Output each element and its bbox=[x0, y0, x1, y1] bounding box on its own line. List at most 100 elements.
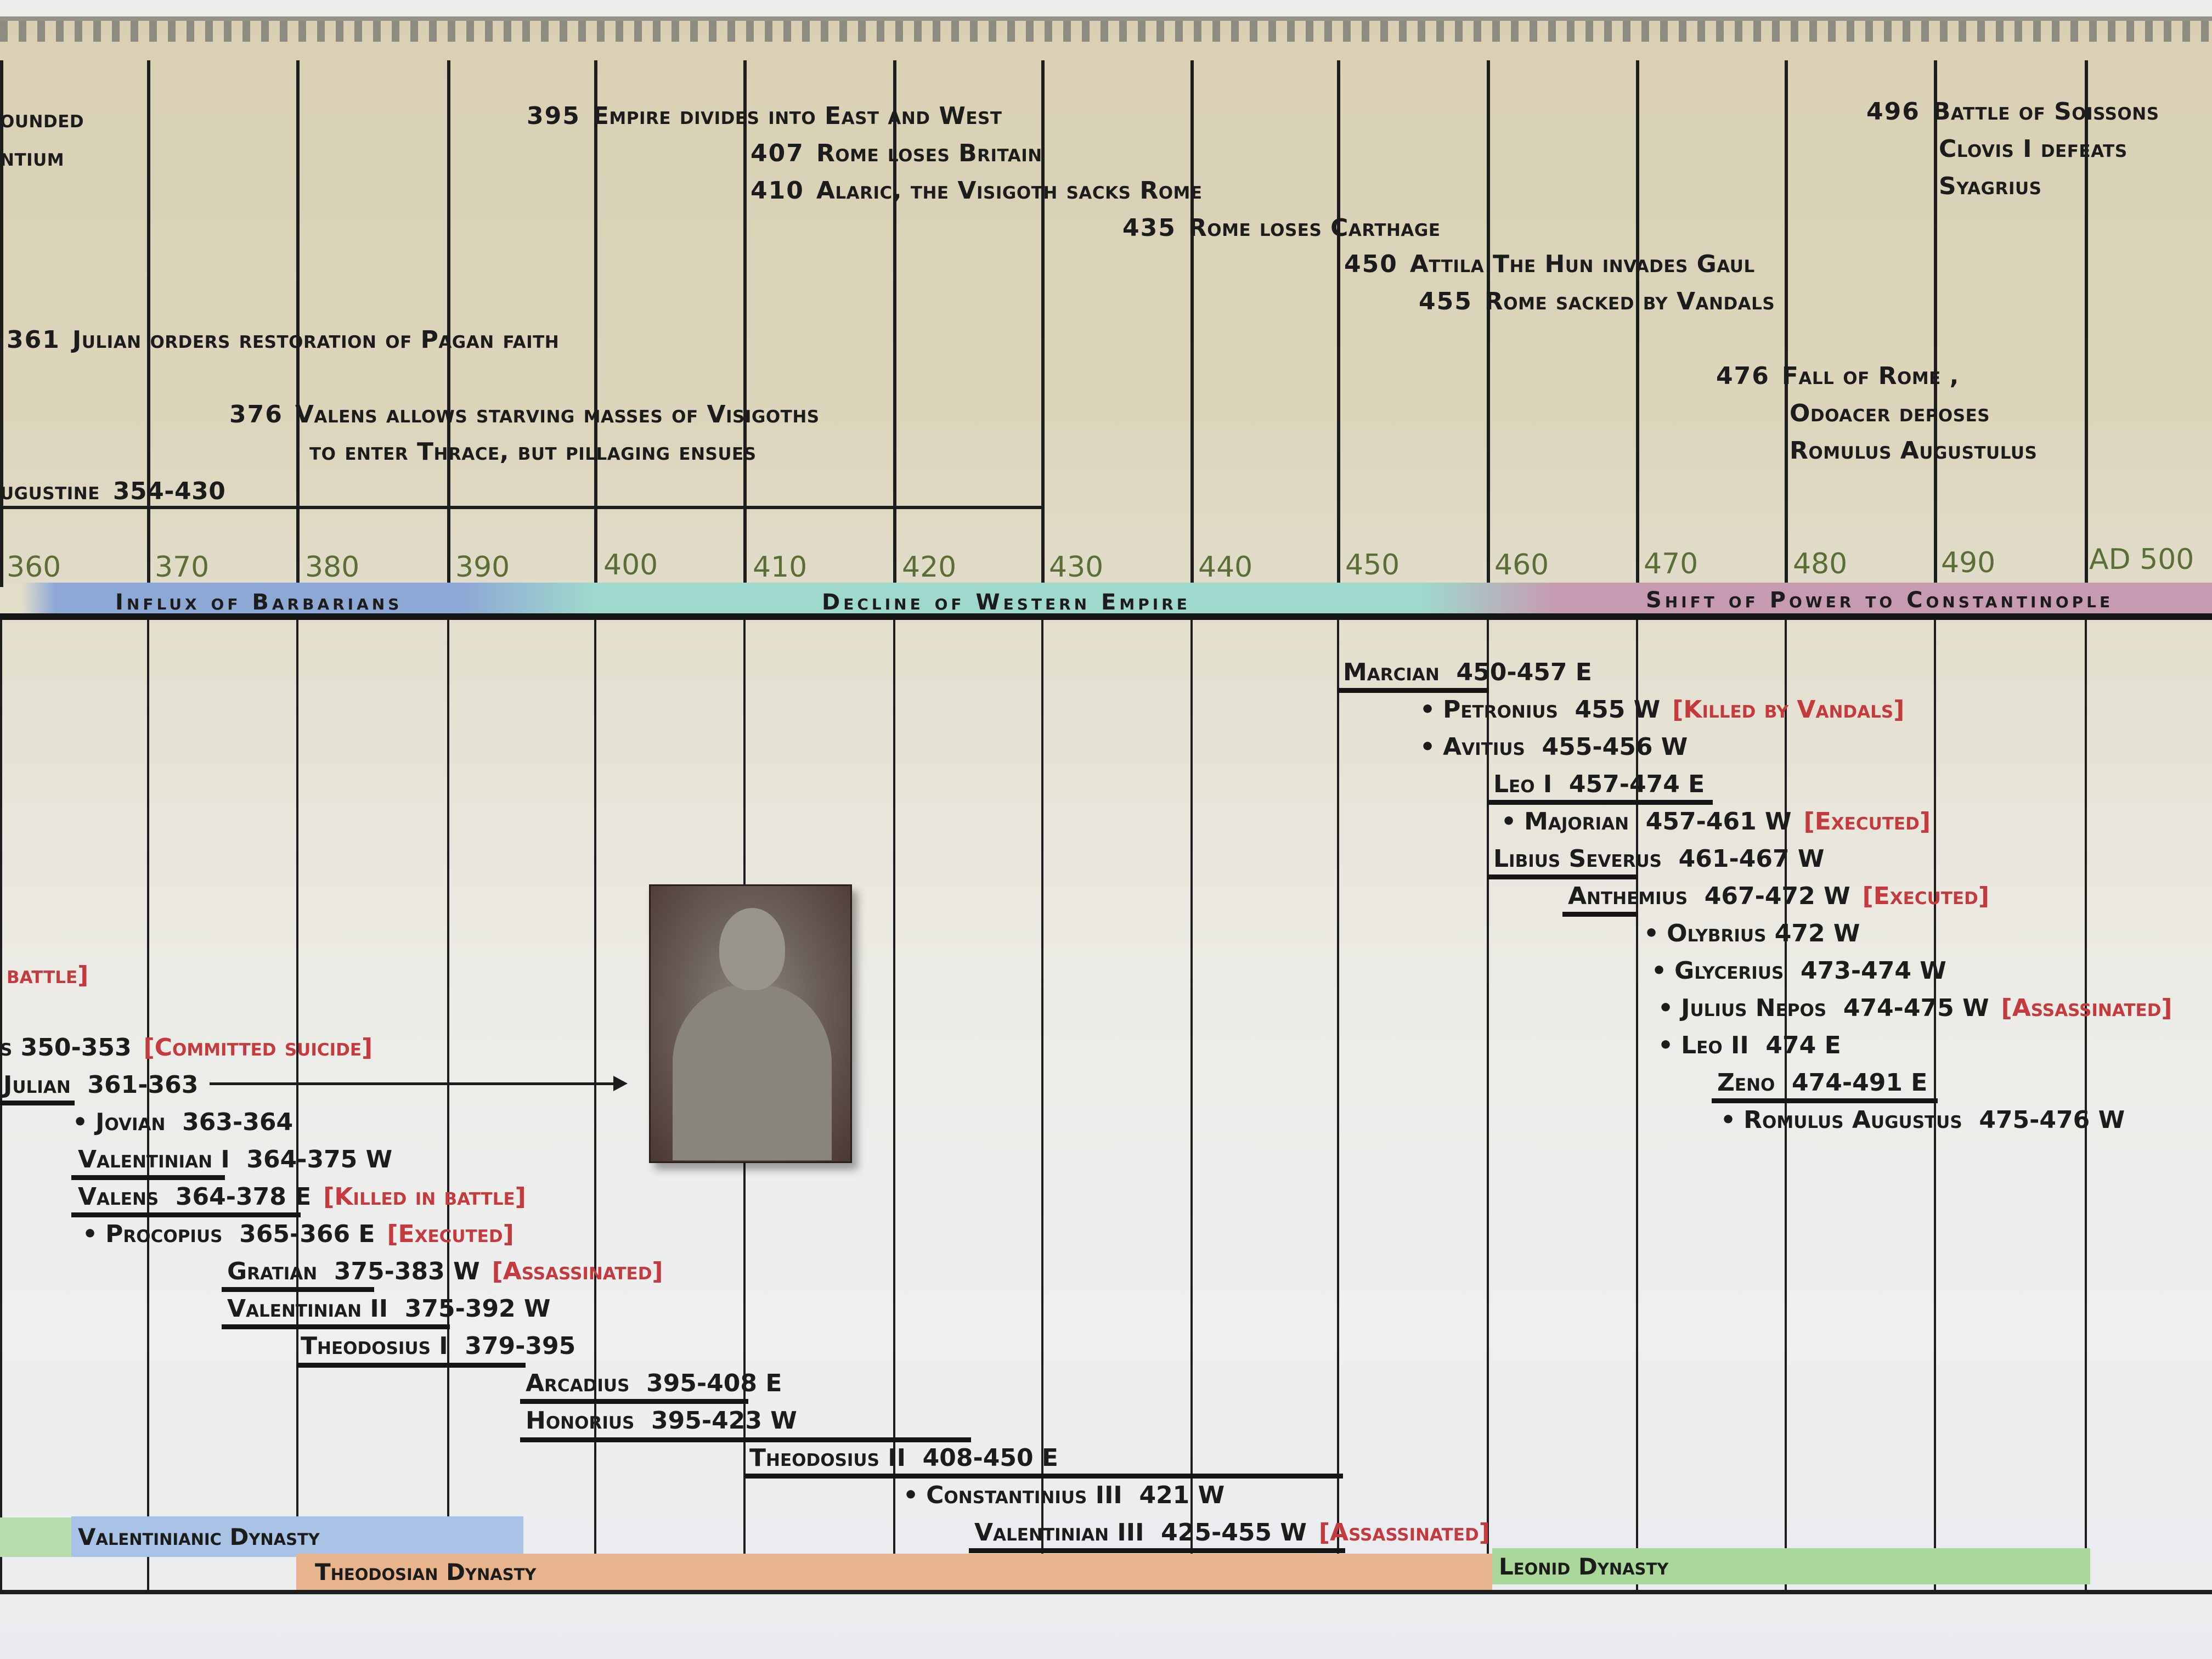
decade-label: 390 bbox=[455, 551, 510, 584]
emperor-jovian: • Jovian 363-364 bbox=[72, 1108, 294, 1136]
emperor-gratian: Gratian 375-383 W [Assassinated] bbox=[227, 1257, 663, 1285]
theodosius-i-underline bbox=[296, 1363, 526, 1368]
event-410: 410 Alaric, the Visigoth sacks Rome bbox=[751, 177, 1203, 205]
bust-head-shape bbox=[719, 908, 785, 990]
honorius-underline bbox=[520, 1437, 971, 1442]
decade-gridline bbox=[0, 620, 2, 1591]
event-455: 455 Rome sacked by Vandals bbox=[1419, 287, 1775, 315]
decade-gridline bbox=[743, 60, 747, 587]
binding-strip bbox=[0, 0, 2212, 16]
greek-key-border bbox=[0, 16, 2212, 42]
decade-gridline bbox=[893, 620, 895, 1591]
emperor-avitius: • Avitius 455-456 W bbox=[1420, 733, 1688, 761]
emperor-romulus-augustus: • Romulus Augustus 475-476 W bbox=[1720, 1106, 2125, 1134]
decade-label: 480 bbox=[1793, 548, 1848, 580]
decade-gridline bbox=[1337, 60, 1340, 587]
event-361: 361 Julian orders restoration of Pagan fa… bbox=[7, 326, 560, 354]
main-timeline-axis bbox=[0, 613, 2212, 620]
era-shift-of-power: Shift of Power to Constantinople bbox=[1646, 588, 2114, 613]
valens-underline bbox=[71, 1212, 301, 1217]
event-founded-fragment: ounded bbox=[0, 105, 84, 133]
decade-gridline bbox=[0, 60, 3, 587]
decade-gridline bbox=[296, 620, 298, 1591]
dynasty-leonid: Leonid Dynasty bbox=[1492, 1548, 2090, 1584]
emperor-procopius: • Procopius 365-366 E [Executed] bbox=[82, 1220, 514, 1248]
decade-label: 440 bbox=[1198, 551, 1253, 584]
decade-gridline bbox=[1041, 60, 1045, 587]
emperor-valentinian-iii: Valentinian III 425-455 W [Assassinated] bbox=[974, 1519, 1490, 1547]
theodosius-ii-underline bbox=[745, 1474, 1343, 1479]
event-435: 435 Rome loses Carthage bbox=[1122, 214, 1441, 242]
decade-gridline bbox=[594, 60, 597, 587]
emperor-majorian: • Majorian 457-461 W [Executed] bbox=[1501, 808, 1931, 836]
portrait-bust-image bbox=[649, 884, 852, 1163]
decade-gridline bbox=[1487, 620, 1489, 1591]
arrow-head-icon bbox=[613, 1076, 628, 1091]
event-496: 496 Battle of Soissons bbox=[1866, 98, 2159, 126]
emperor-theodosius-i: Theodosius I 379-395 bbox=[301, 1332, 576, 1360]
decade-gridline bbox=[147, 60, 150, 587]
decade-gridline bbox=[147, 620, 149, 1591]
emperor-leo-ii: • Leo II 474 E bbox=[1658, 1031, 1841, 1059]
emperor-glycerius: • Glycerius 473-474 W bbox=[1651, 957, 1946, 985]
decade-gridline bbox=[447, 60, 450, 587]
era-band bbox=[22, 583, 2212, 617]
decade-label: 470 bbox=[1644, 548, 1699, 580]
decade-gridline bbox=[1934, 60, 1937, 587]
emperor-fragment: battle] bbox=[7, 961, 89, 989]
bottom-axis-line bbox=[0, 1590, 2212, 1594]
decade-label: 450 bbox=[1345, 549, 1400, 582]
dynasty-theodosian: Theodosian Dynasty bbox=[296, 1554, 1492, 1590]
emperor-valens: Valens 364-378 E [Killed in battle] bbox=[78, 1183, 526, 1211]
julian-portrait-arrow bbox=[210, 1082, 616, 1085]
emperor-leo-i: Leo I 457-474 E bbox=[1493, 770, 1705, 798]
decade-label: 460 bbox=[1494, 549, 1549, 582]
emperor-honorius: Honorius 395-423 W bbox=[526, 1407, 797, 1435]
decade-gridline bbox=[296, 60, 300, 587]
decade-label: 380 bbox=[305, 551, 360, 584]
libius-severus-underline bbox=[1488, 874, 1637, 879]
emperor-julian: Julian 361-363 bbox=[3, 1071, 199, 1099]
emperor-anthemius: Anthemius 467-472 W [Executed] bbox=[1568, 882, 1989, 910]
emperor-constantinius-iii: • Constantinius III 421 W bbox=[903, 1481, 1225, 1509]
event-476-cont2: Romulus Augustulus bbox=[1790, 437, 2038, 465]
decade-gridline bbox=[1785, 620, 1787, 1591]
event-496-cont2: Syagrius bbox=[1939, 172, 2042, 200]
decade-gridline bbox=[2085, 620, 2087, 1591]
decade-label: 360 bbox=[7, 551, 61, 584]
decade-label: 490 bbox=[1941, 546, 1996, 579]
emperor-magnentius: s 350-353 [Committed suicide] bbox=[0, 1034, 373, 1062]
decade-gridline bbox=[447, 620, 449, 1591]
event-407: 407 Rome loses Britain bbox=[751, 139, 1042, 167]
decade-gridline bbox=[1636, 620, 1638, 1591]
emperor-petronius: • Petronius 455 W [Killed by Vandals] bbox=[1420, 696, 1905, 724]
emperor-libius-severus: Libius Severus 461-467 W bbox=[1493, 845, 1825, 873]
bust-body-shape bbox=[673, 985, 832, 1160]
decade-gridline bbox=[2085, 60, 2088, 587]
event-byzantium-fragment: ntium bbox=[0, 144, 65, 172]
valentinian-iii-underline bbox=[969, 1548, 1345, 1553]
decade-gridline bbox=[1041, 620, 1043, 1591]
decade-gridline bbox=[1785, 60, 1788, 587]
era-influx-of-barbarians: Influx of Barbarians bbox=[115, 590, 403, 615]
decade-gridline bbox=[1190, 60, 1194, 587]
event-376: 376 Valens allows starving masses of Visi… bbox=[229, 400, 820, 428]
decade-gridline bbox=[594, 620, 596, 1591]
dynasty-valentinianic: Valentinianic Dynasty bbox=[71, 1516, 523, 1557]
decade-gridline bbox=[1337, 620, 1339, 1591]
decade-gridline bbox=[1487, 60, 1490, 587]
decade-label: 420 bbox=[902, 551, 957, 584]
zeno-underline bbox=[1712, 1098, 1938, 1103]
dynasty-constantinian-fragment bbox=[0, 1517, 71, 1557]
decade-label: 370 bbox=[155, 551, 210, 584]
era-decline-of-western-empire: Decline of Western Empire bbox=[822, 590, 1190, 615]
event-496-cont1: Clovis I defeats bbox=[1939, 135, 2128, 163]
decade-label: 430 bbox=[1049, 551, 1104, 584]
arcadius-underline bbox=[520, 1399, 748, 1404]
decade-gridline bbox=[1934, 620, 1936, 1591]
valentinian-ii-underline bbox=[222, 1324, 450, 1329]
leo-i-underline bbox=[1488, 800, 1713, 805]
decade-gridline bbox=[893, 60, 896, 587]
valentinian-i-underline bbox=[71, 1175, 225, 1180]
decade-gridline bbox=[1190, 620, 1193, 1591]
